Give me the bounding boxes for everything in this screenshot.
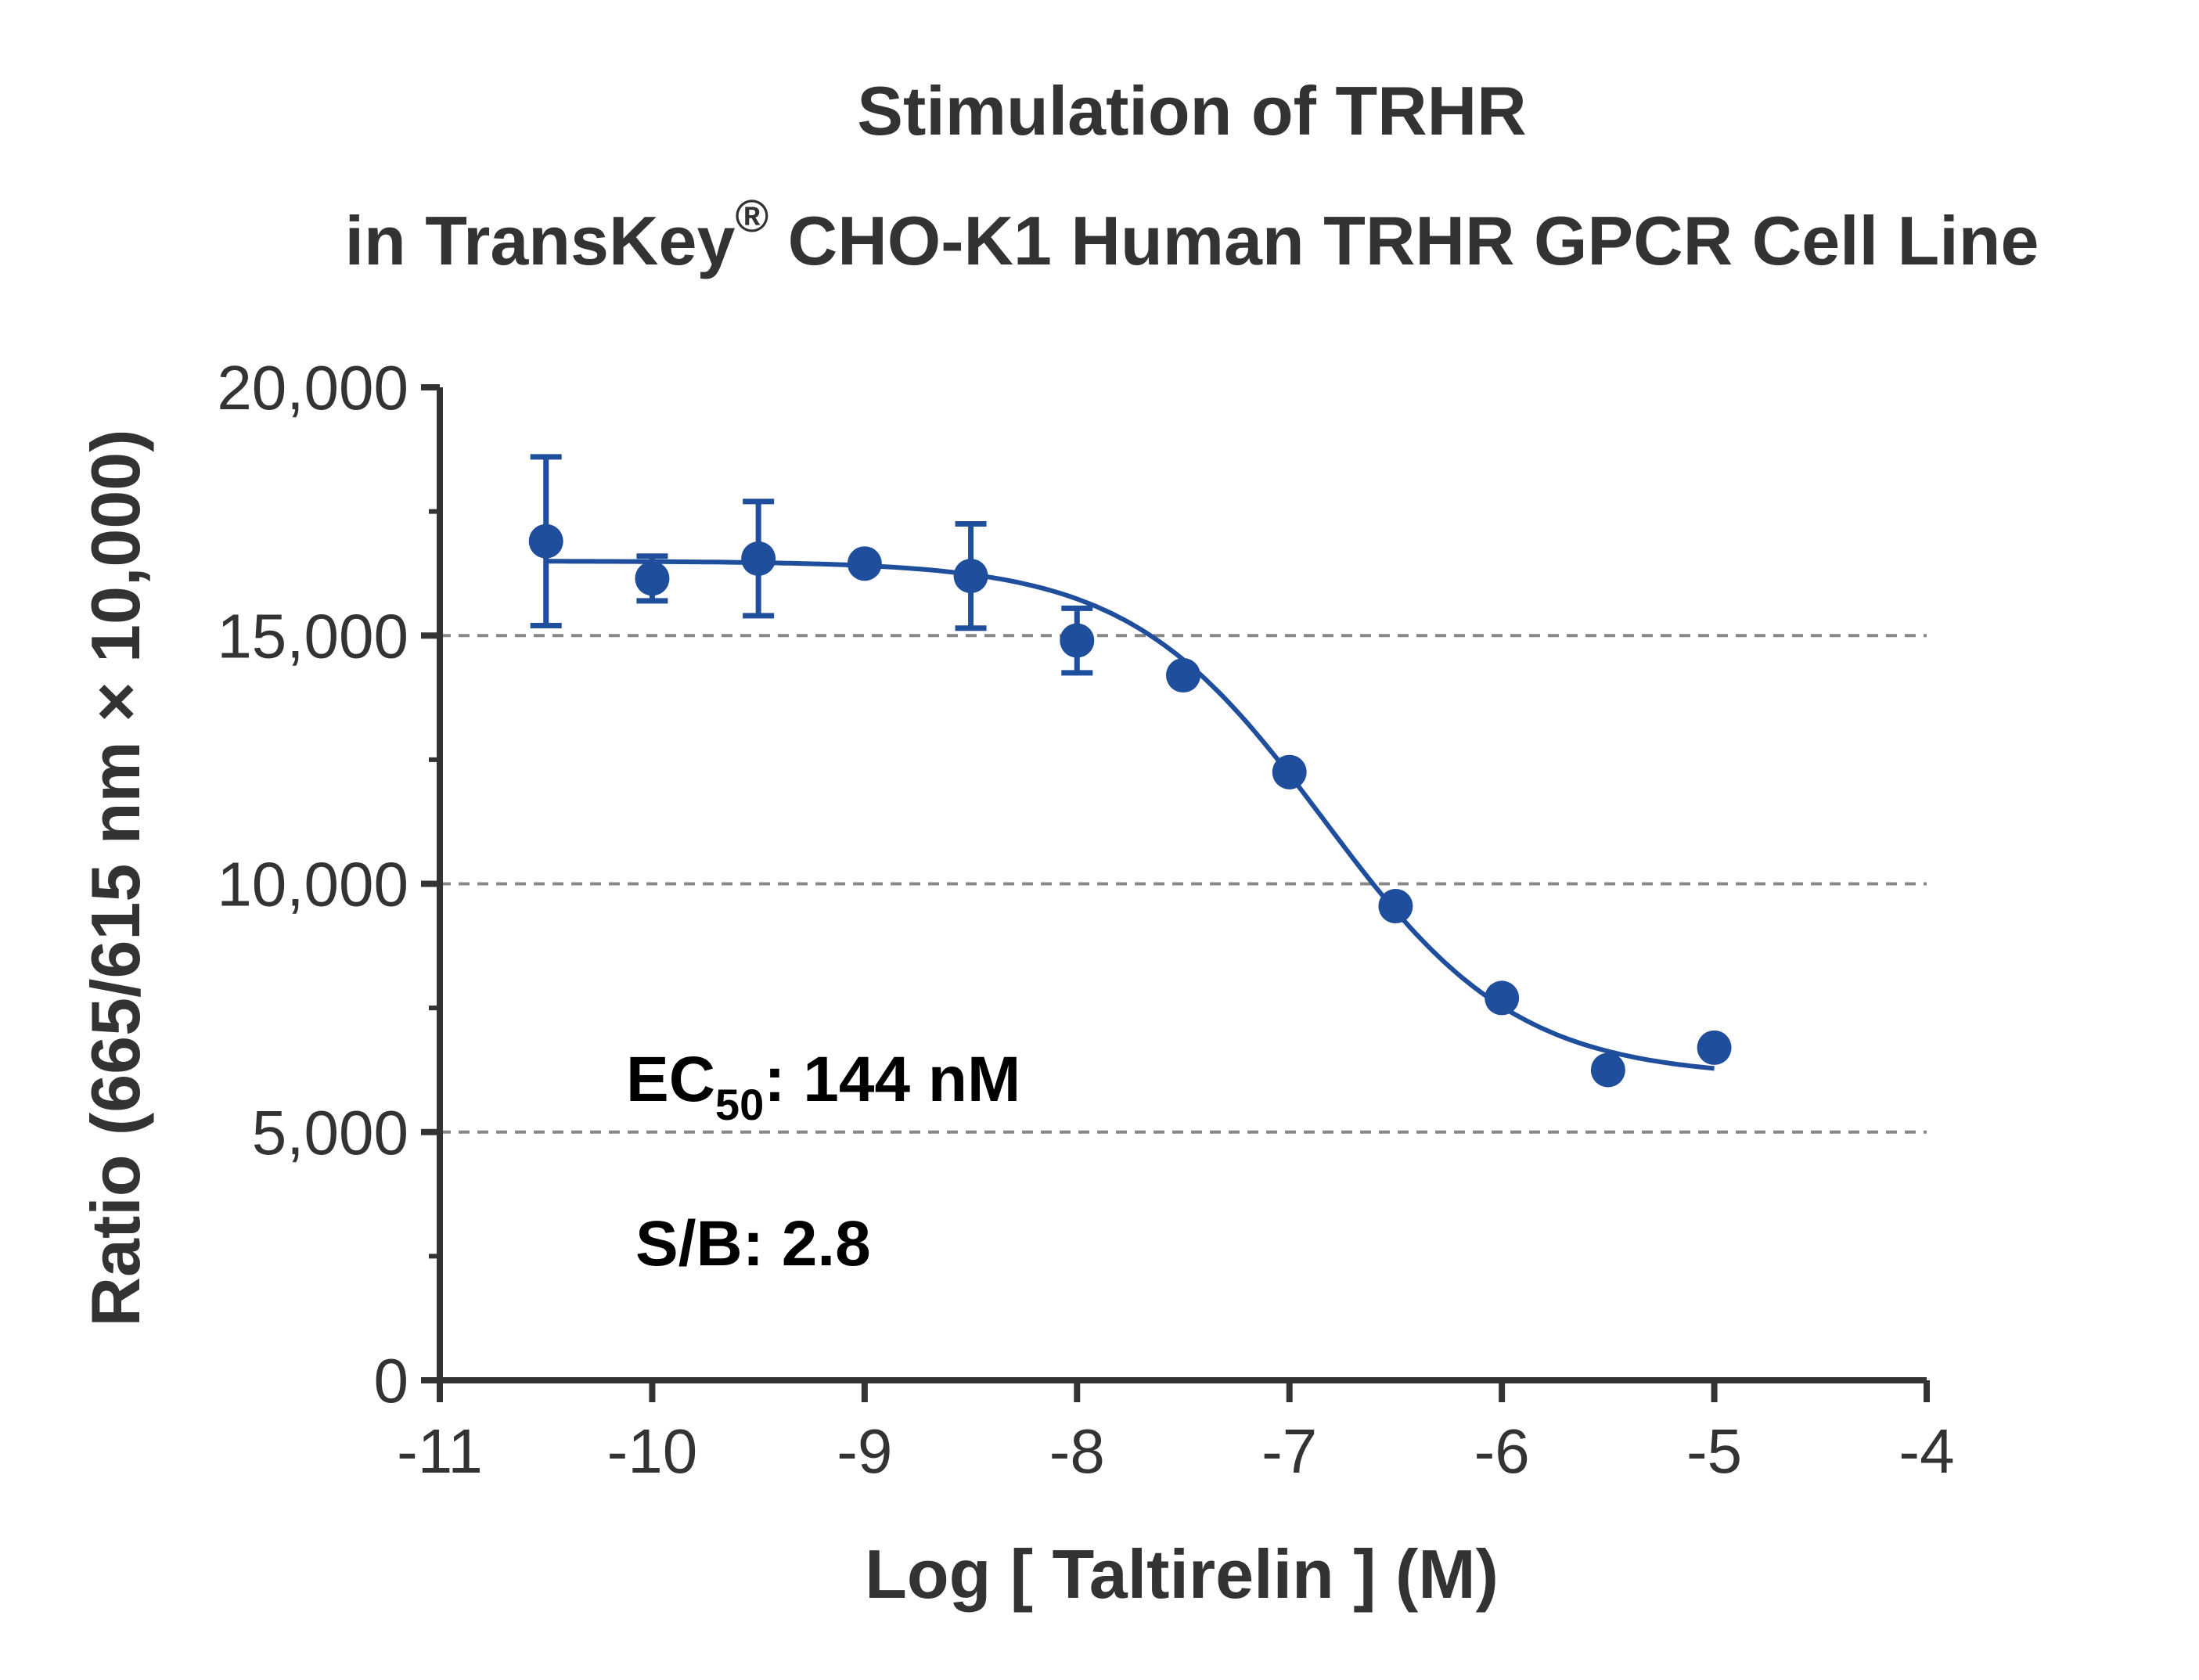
- ec50-annotation: EC50: 144 nM: [626, 1044, 1020, 1129]
- y-tick-label: 10,000: [217, 850, 408, 919]
- x-tick-label: -4: [1898, 1416, 1954, 1486]
- data-point: [847, 546, 882, 581]
- title-registered-mark: ®: [735, 191, 768, 242]
- data-point: [1378, 889, 1413, 924]
- x-axis-title: Log [ Taltirelin ] (M): [865, 1535, 1499, 1613]
- data-point: [1590, 1052, 1625, 1088]
- fit-curve: [545, 559, 1715, 1071]
- data-point: [1485, 980, 1520, 1016]
- ec50-value: : 144 nM: [764, 1044, 1020, 1115]
- y-tick-label: 0: [374, 1346, 409, 1416]
- y-tick-label: 15,000: [217, 601, 408, 671]
- title-line2-post: CHO-K1 Human TRHR GPCR Cell Line: [768, 202, 2039, 279]
- y-tick-label: 5,000: [252, 1098, 408, 1167]
- x-tick-label: -11: [397, 1416, 483, 1486]
- x-tick-label: -9: [837, 1416, 892, 1486]
- data-point: [1166, 658, 1200, 693]
- data-point: [1697, 1030, 1732, 1065]
- x-tick-label: -6: [1474, 1416, 1530, 1486]
- data-points: [528, 523, 1732, 1088]
- y-axis-title: Ratio (665/615 nm × 10,000): [77, 429, 154, 1326]
- data-point: [635, 561, 670, 596]
- x-tick-label: -7: [1261, 1416, 1317, 1486]
- title-line2-pre: in TransKey: [345, 202, 736, 279]
- data-point: [953, 559, 988, 594]
- ec50-subscript: 50: [715, 1080, 764, 1129]
- data-point: [1272, 754, 1307, 790]
- data-point: [528, 523, 563, 559]
- sb-annotation: S/B: 2.8: [635, 1208, 871, 1279]
- data-point: [1060, 623, 1095, 658]
- ec50-prefix: EC: [626, 1044, 715, 1115]
- y-tick-label: 20,000: [217, 353, 408, 423]
- chart-title-line1: Stimulation of TRHR: [857, 72, 1526, 149]
- x-tick-label: -8: [1049, 1416, 1105, 1486]
- data-point: [741, 541, 776, 576]
- x-tick-label: -10: [607, 1416, 698, 1486]
- x-tick-label: -5: [1686, 1416, 1742, 1486]
- x-axis-ticks: -11 -10 -9 -8 -7 -6 -5 -4: [397, 1380, 1955, 1486]
- y-gridlines: [440, 634, 1927, 1134]
- y-axis-ticks: 0 5,000 10,000 15,000 20,000: [217, 353, 440, 1416]
- chart-title-line2: in TransKey® CHO-K1 Human TRHR GPCR Cell…: [345, 191, 2039, 279]
